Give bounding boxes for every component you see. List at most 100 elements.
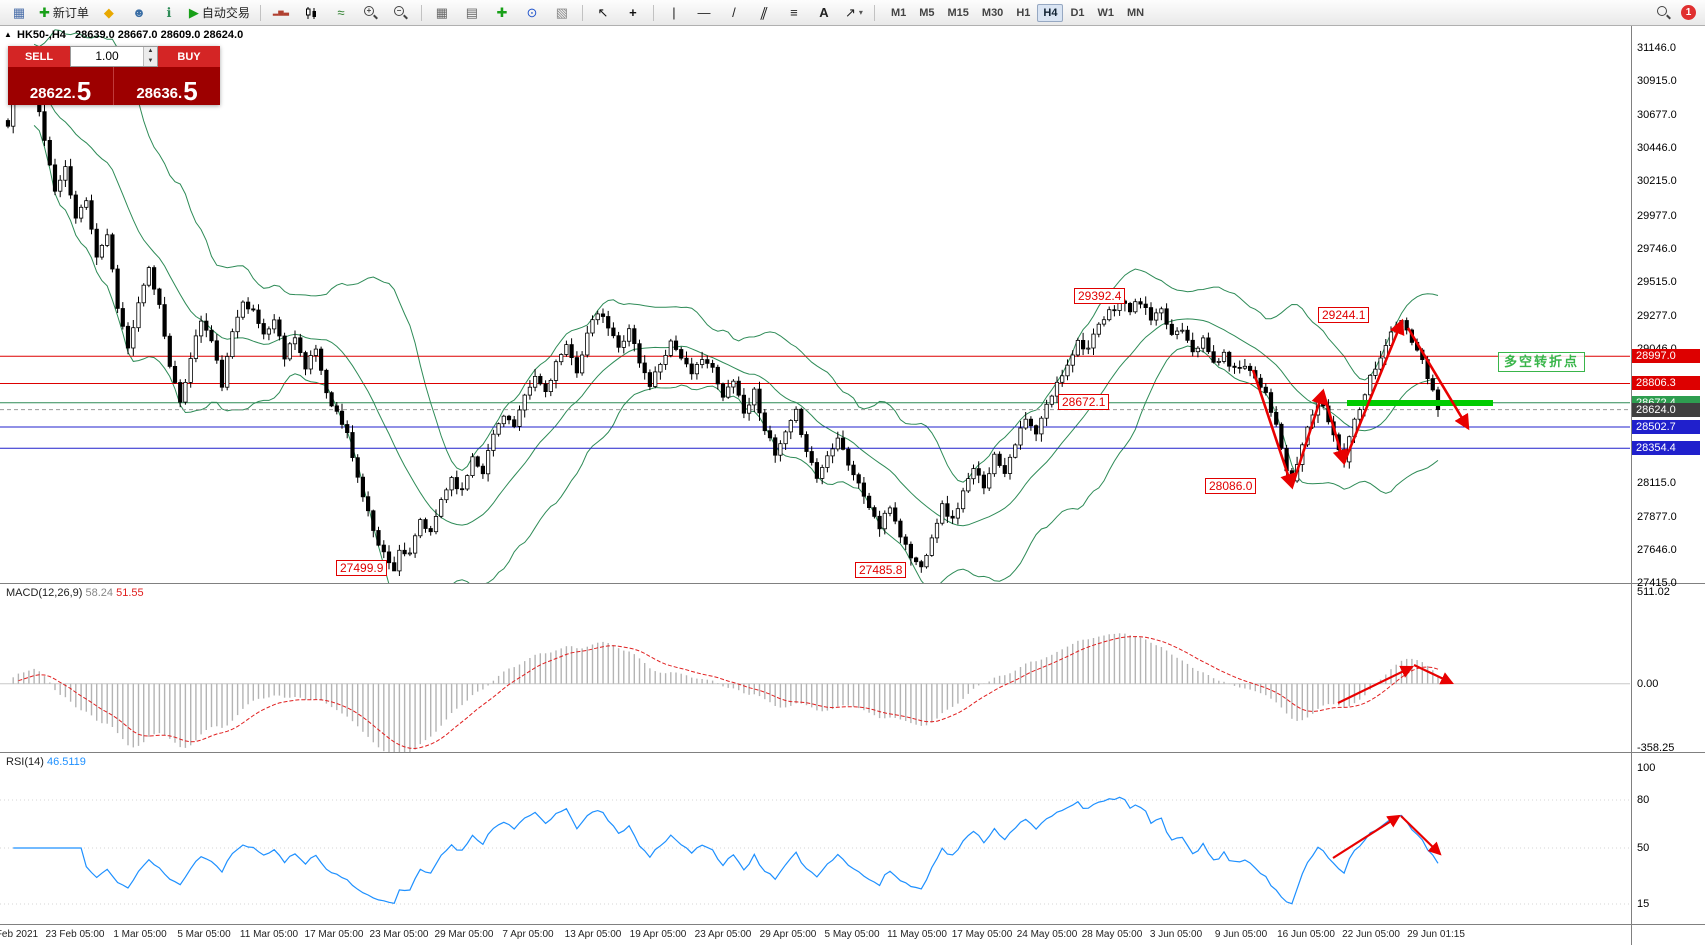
trendline-tool-icon: / (732, 5, 736, 20)
macd-axis-label: 0.00 (1637, 678, 1659, 690)
price-annotation[interactable]: 27485.8 (855, 562, 907, 578)
price-annotation[interactable]: 27499.9 (336, 560, 388, 576)
chart-line-type[interactable]: ≈ (327, 2, 355, 24)
price-axis-label: 30446.0 (1637, 142, 1677, 154)
rsi-value: 46.5119 (46, 756, 86, 768)
crosshair-tool[interactable]: + (619, 2, 647, 24)
chart-bars-type[interactable]: ▂▅▃ (267, 2, 295, 24)
new-order-label: 新订单 (52, 6, 89, 20)
zoom-out[interactable]: − (387, 2, 415, 24)
time-axis-label: 5 May 05:00 (824, 929, 880, 940)
buy-price[interactable]: 28636. 5 (114, 67, 220, 105)
help-info-icon: ℹ (166, 5, 172, 20)
new-order[interactable]: ✚ 新订单 (35, 2, 93, 24)
timeframe-buttons: M1 M5 M15 M30 H1 H4 D1 W1 MN (885, 3, 1150, 22)
buy-button[interactable]: BUY (158, 46, 220, 67)
chart-workspace[interactable]: ▲ HK50-,H4 28639.0 28667.0 28609.0 28624… (0, 26, 1705, 945)
autotrade[interactable]: ▶ 自动交易 (185, 2, 254, 24)
symbol-period: HK50-,H4 (17, 29, 66, 41)
timeframe-mn[interactable]: MN (1127, 6, 1145, 19)
sell-button[interactable]: SELL (8, 46, 70, 67)
timeframe-m30[interactable]: M30 (981, 6, 1004, 19)
volume-spin: ▲ ▼ (143, 47, 157, 66)
price-axis-label: 30915.0 (1637, 75, 1677, 87)
tile-windows[interactable]: ▦ (428, 2, 456, 24)
time-axis-label: 22 Jun 05:00 (1342, 929, 1400, 940)
timeframe-h1[interactable]: H1 (1016, 6, 1031, 19)
period-cycles[interactable]: ⊙ (518, 2, 546, 24)
price-axis-label: 29746.0 (1637, 243, 1677, 255)
price-axis-label: 29277.0 (1637, 310, 1677, 322)
arrows-tool-icon: ↗ (844, 5, 856, 20)
timeframe-m1[interactable]: M1 (890, 6, 907, 19)
price-annotation[interactable]: 29392.4 (1074, 288, 1126, 304)
macd-label: MACD(12,26,9) 58.24 51.55 (6, 587, 144, 599)
help-info[interactable]: ℹ (155, 2, 183, 24)
arrows-tool-dropdown-icon[interactable]: ▾ (858, 8, 863, 17)
tile-windows-icon: ▦ (435, 5, 449, 20)
timeframe-m5[interactable]: M5 (919, 6, 935, 19)
timeframe-m15[interactable]: M15 (947, 6, 969, 19)
horizontal-line-tool[interactable]: — (690, 2, 718, 24)
timeframe-d1[interactable]: D1 (1070, 6, 1085, 19)
fibonacci-tool[interactable]: ≡ (780, 2, 808, 24)
volume-stepper[interactable]: 1.00 ▲ ▼ (70, 46, 158, 67)
macd-signal-line (18, 636, 1439, 750)
bollinger-lower-band (33, 125, 1439, 583)
sep4 (652, 4, 654, 21)
price-annotation[interactable]: 29244.1 (1318, 307, 1370, 323)
rsi-axis-label: 100 (1637, 762, 1656, 774)
time-axis-label: 17 Mar 05:00 (304, 929, 364, 940)
search-button[interactable] (1649, 2, 1677, 24)
arrows-tool[interactable]: ↗ ▾ (840, 2, 868, 24)
vertical-line-tool[interactable]: | (660, 2, 688, 24)
collapse-header-icon[interactable]: ▲ (4, 30, 12, 39)
cursor-tool[interactable]: ↖ (589, 2, 617, 24)
candlestick-chart-icon (305, 6, 316, 19)
one-click-trading-panel: SELL 1.00 ▲ ▼ BUY 28622. 5 28636. 5 (8, 46, 220, 105)
time-axis-label: 3 Jun 05:00 (1149, 929, 1203, 940)
text-tool-icon: A (819, 5, 829, 20)
price-axis-label: 29977.0 (1637, 210, 1677, 222)
bollinger-middle-band (33, 84, 1439, 527)
notification-badge[interactable]: 1 (1681, 5, 1696, 20)
time-axis-label: 5 Mar 05:00 (177, 929, 231, 940)
sell-price[interactable]: 28622. 5 (8, 67, 114, 105)
price-tag: 28997.0 (1632, 349, 1700, 363)
support-highlight-bar (1347, 400, 1493, 406)
period-cycles-icon: ⊙ (526, 5, 538, 20)
price-annotation[interactable]: 28672.1 (1058, 394, 1110, 410)
cursor-tool-icon: ↖ (597, 5, 609, 20)
zoom-in-icon: + (363, 5, 378, 20)
new-order-icon: ✚ (39, 5, 50, 20)
profile[interactable]: ☻ (125, 2, 153, 24)
ohlc-values: 28639.0 28667.0 28609.0 28624.0 (74, 29, 244, 41)
volume-down-icon[interactable]: ▼ (144, 56, 157, 66)
new-chart[interactable]: ▦ (5, 2, 33, 24)
marketplace[interactable]: ◆ (95, 2, 123, 24)
chart-candles-type[interactable] (297, 2, 325, 24)
timeframe-w1[interactable]: W1 (1097, 6, 1115, 19)
toolbar: ▦ ✚ 新订单 ◆ ☻ ℹ ▶ 自动交易 ▂▅▃ ≈ + − ▦ ▤ ✚ ⊙ ▧ ↖ + | — / ∥ ≡ A ↗ ▾ M1 M5 M… (0, 0, 1705, 26)
price-axis-label: 31146.0 (1637, 42, 1676, 54)
timeframe-h4[interactable]: H4 (1037, 3, 1064, 22)
price-axis-label: 28115.0 (1637, 477, 1676, 489)
text-annotation[interactable]: 多空转折点 (1498, 352, 1586, 372)
price-axis-label: 27877.0 (1637, 511, 1677, 523)
indicators[interactable]: ✚ (488, 2, 516, 24)
text-tool[interactable]: A (810, 2, 838, 24)
time-axis-label: 29 Apr 05:00 (759, 929, 817, 940)
price-tag: 28806.3 (1632, 376, 1700, 390)
channel-tool[interactable]: ∥ (750, 2, 778, 24)
chart-canvas[interactable] (0, 26, 1705, 945)
volume-value[interactable]: 1.00 (95, 49, 119, 63)
time-axis-label: 17 Feb 2021 (0, 929, 39, 940)
price-axis: 31146.0 30915.0 30677.0 30446.0 30215.0 29977… (1631, 26, 1705, 945)
arrange-windows[interactable]: ▤ (458, 2, 486, 24)
trendline-tool[interactable]: / (720, 2, 748, 24)
macd-main-value: 58.24 (85, 587, 114, 599)
price-annotation[interactable]: 28086.0 (1205, 478, 1257, 494)
zoom-in[interactable]: + (357, 2, 385, 24)
templates[interactable]: ▧ (548, 2, 576, 24)
volume-up-icon[interactable]: ▲ (144, 47, 157, 57)
